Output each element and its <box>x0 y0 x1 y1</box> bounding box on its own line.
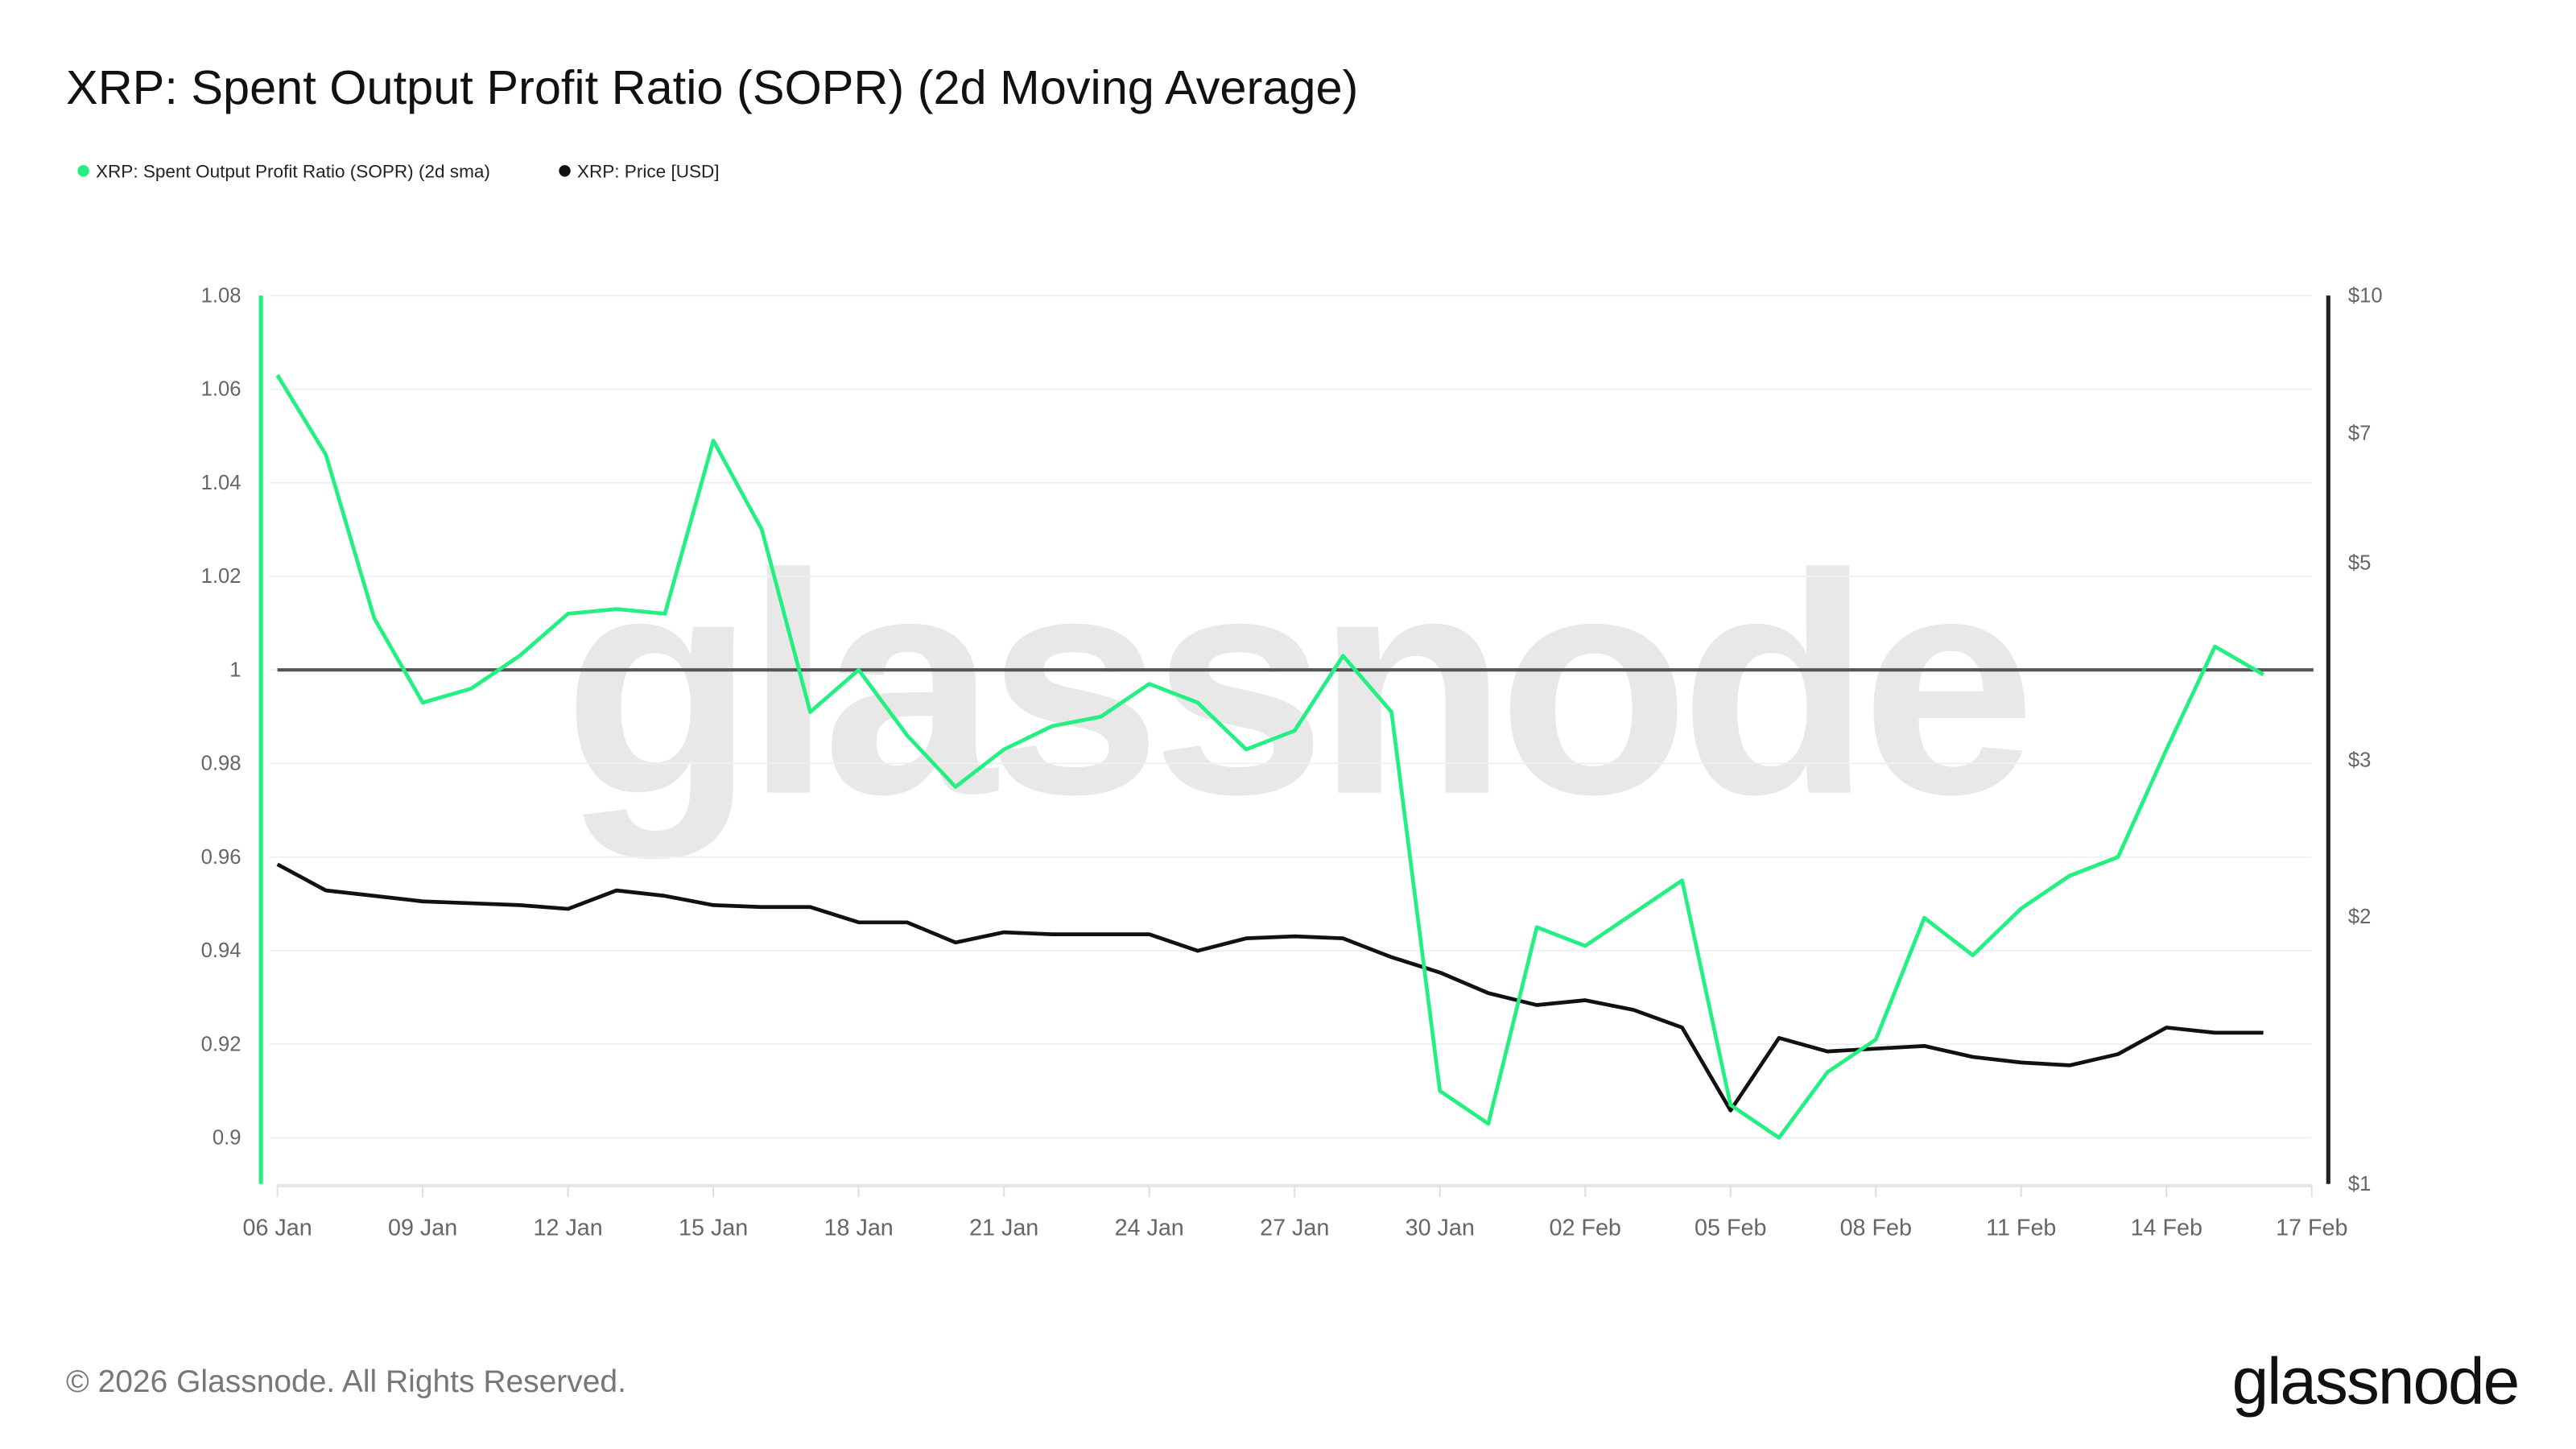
x-tick-label: 21 Jan <box>969 1215 1038 1241</box>
y-left-tick-label: 1.02 <box>201 565 242 588</box>
legend-item-price[interactable]: XRP: Price [USD] <box>559 162 720 182</box>
x-tick-label: 24 Jan <box>1115 1215 1184 1241</box>
y-left-tick-label: 0.9 <box>213 1127 242 1150</box>
x-tick-label: 14 Feb <box>2131 1215 2202 1241</box>
x-tick-label: 17 Feb <box>2276 1215 2347 1241</box>
series <box>275 374 2314 1140</box>
y-right-tick-label: $10 <box>2348 284 2383 307</box>
x-tick-label: 18 Jan <box>824 1215 894 1241</box>
y-left-tick-label: 0.96 <box>201 846 242 869</box>
legend-marker-price <box>559 165 571 177</box>
y-left-tick-label: 1 <box>229 658 241 681</box>
y-right-tick-label: $5 <box>2348 552 2372 575</box>
chart-title: XRP: Spent Output Profit Ratio (SOPR) (2… <box>66 60 1358 114</box>
legend-label-price: XRP: Price [USD] <box>577 162 720 182</box>
y-left-tick-label: 0.92 <box>201 1033 242 1055</box>
legend: XRP: Spent Output Profit Ratio (SOPR) (2… <box>77 162 720 182</box>
glassnode-logo: glassnode <box>2232 1345 2519 1418</box>
copyright-text: © 2026 Glassnode. All Rights Reserved. <box>66 1364 626 1399</box>
x-tick-label: 11 Feb <box>1986 1215 2056 1241</box>
x-tick-label: 15 Jan <box>679 1215 748 1241</box>
x-tick-label: 27 Jan <box>1260 1215 1329 1241</box>
x-tick-label: 05 Feb <box>1695 1215 1766 1241</box>
y-right-tick-label: $7 <box>2348 422 2372 444</box>
x-tick-label: 06 Jan <box>243 1215 312 1241</box>
legend-item-sopr[interactable]: XRP: Spent Output Profit Ratio (SOPR) (2… <box>77 162 490 182</box>
x-tick-label: 30 Jan <box>1406 1215 1475 1241</box>
y-right-tick-label: $2 <box>2348 906 2372 928</box>
series-line-price <box>276 862 2264 1113</box>
legend-marker-sopr <box>77 165 89 177</box>
y-left-tick-label: 1.04 <box>201 472 242 494</box>
y-right-tick-label: $1 <box>2348 1173 2372 1195</box>
legend-label-sopr: XRP: Spent Output Profit Ratio (SOPR) (2… <box>96 162 490 182</box>
x-tick-label: 08 Feb <box>1840 1215 1912 1241</box>
y-left-tick-label: 1.06 <box>201 378 242 401</box>
y-left-tick-label: 0.94 <box>201 939 242 962</box>
y-left-tick-label: 1.08 <box>201 284 242 307</box>
axes: 1.08 1.06 1.04 1.02 1 0.98 0.96 0.94 0.92 0.9 $10 $… <box>201 284 2383 1241</box>
series-line-sopr <box>275 374 2264 1140</box>
y-left-tick-label: 0.98 <box>201 753 242 775</box>
y-right-tick-label: $3 <box>2348 749 2372 771</box>
watermark: glassnode <box>564 509 2028 861</box>
x-tick-label: 09 Jan <box>388 1215 457 1241</box>
x-tick-label: 02 Feb <box>1550 1215 1621 1241</box>
x-tick-label: 12 Jan <box>534 1215 603 1241</box>
